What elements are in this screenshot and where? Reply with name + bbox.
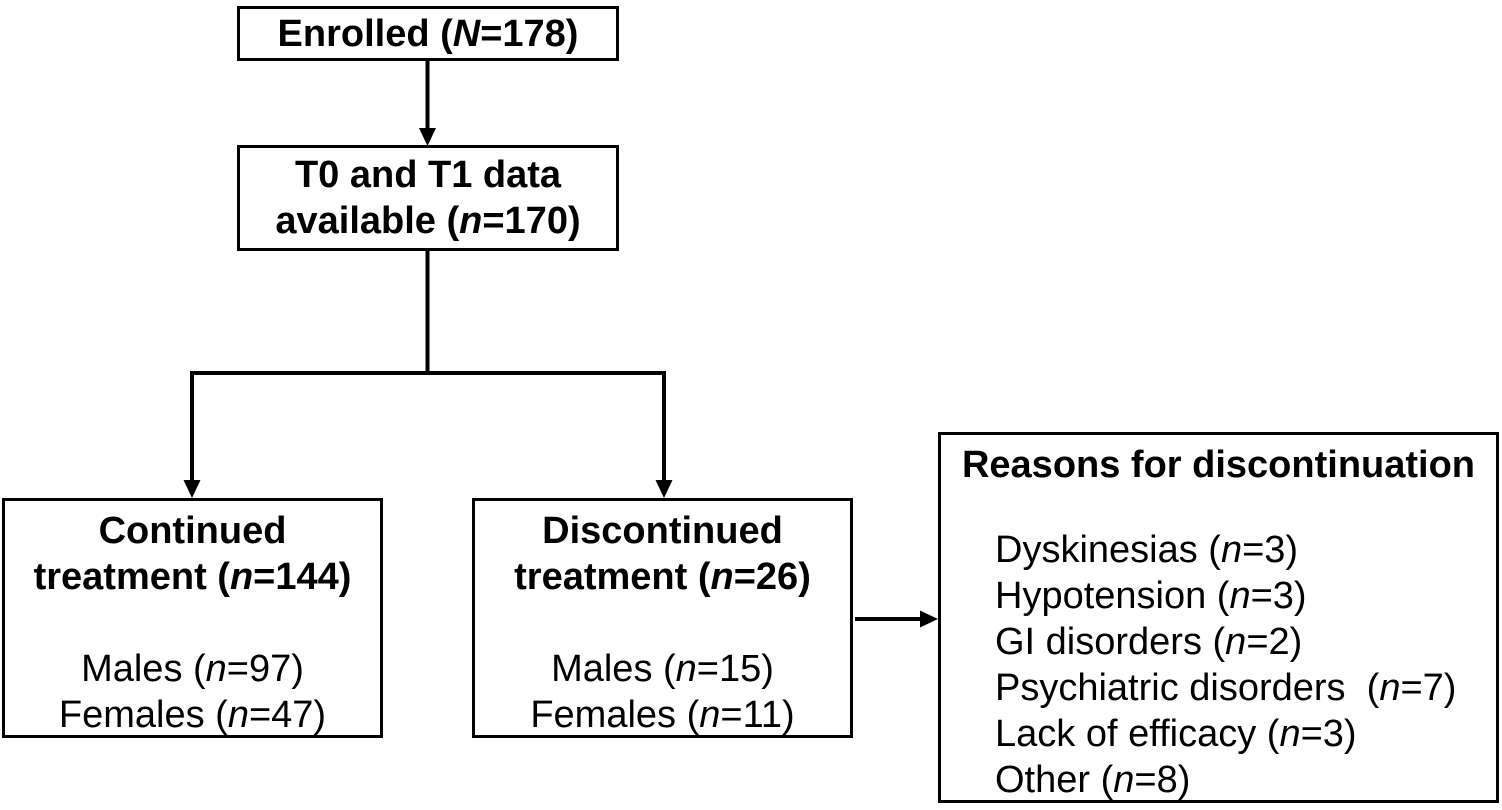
continued-title-line2: treatment (n=144) [33,556,352,598]
reasons-spacer [941,489,1496,527]
reason-item: Hypotension (n=3) [995,575,1307,617]
discontinued-males: Males (n=15) [551,648,774,690]
reason-item: Lack of efficacy (n=3) [995,713,1357,755]
available-box: T0 and T1 data available (n=170) [237,145,619,251]
available-label-line2: available (n=170) [275,200,581,242]
reason-item: GI disorders (n=2) [995,621,1303,663]
arrow-branch-to-discontinued [655,371,673,498]
discontinued-females: Females (n=11) [530,694,795,736]
reason-item: Other (n=8) [995,759,1191,801]
continued-title-line1: Continued [98,510,287,552]
enrolled-label: Enrolled (N=178) [277,12,579,55]
enrolled-box: Enrolled (N=178) [237,6,619,61]
continued-box: Continued treatment (n=144) Males (n=97)… [2,498,383,738]
continued-spacer [5,600,380,646]
reason-item: Psychiatric disorders (n=7) [995,667,1457,709]
arrow-discontinued-to-reasons [855,610,938,628]
continued-females: Females (n=47) [58,694,327,736]
available-label-line1: T0 and T1 data [294,154,562,196]
discontinued-title-line1: Discontinued [542,510,783,552]
continued-males: Males (n=97) [81,648,304,690]
discontinued-box: Discontinued treatment (n=26) Males (n=1… [472,498,853,738]
discontinued-spacer [475,600,850,646]
reason-item: Dyskinesias (n=3) [995,529,1299,571]
reasons-title: Reasons for discontinuation [961,444,1476,486]
arrow-enrolled-to-available [419,60,436,146]
discontinued-title-line2: treatment (n=26) [514,556,811,598]
reasons-box: Reasons for discontinuation Dyskinesias … [938,432,1499,803]
arrow-branch-to-continued [183,371,201,498]
